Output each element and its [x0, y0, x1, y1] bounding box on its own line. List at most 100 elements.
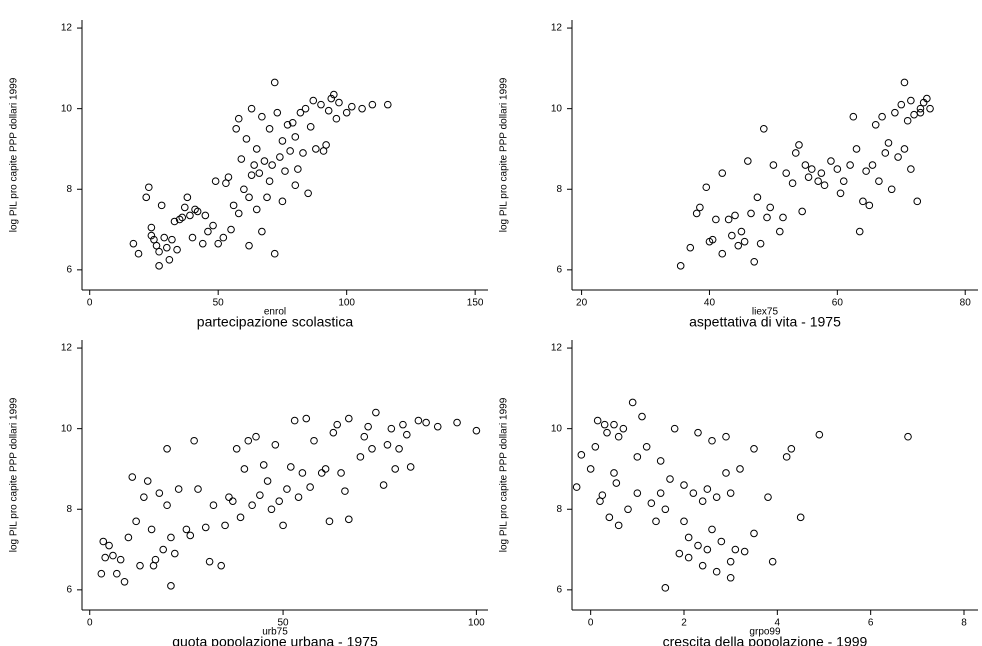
point — [782, 453, 791, 461]
point — [577, 451, 586, 459]
point — [747, 209, 755, 218]
x-tick-label: 50 — [278, 618, 290, 629]
point — [219, 233, 228, 242]
y-tick-label: 8 — [66, 184, 72, 195]
point — [753, 193, 762, 202]
x-axis-label: liex75 — [752, 307, 779, 318]
point — [756, 239, 765, 248]
point — [288, 118, 297, 127]
point — [101, 553, 109, 562]
point — [904, 432, 912, 441]
point — [245, 241, 253, 250]
point — [372, 408, 380, 417]
point — [887, 185, 896, 194]
point — [910, 110, 918, 119]
point — [750, 445, 758, 453]
point — [801, 161, 810, 169]
point — [168, 235, 176, 244]
point — [294, 493, 303, 501]
point — [204, 227, 212, 236]
point — [186, 211, 194, 220]
point — [162, 243, 171, 252]
point — [109, 551, 117, 560]
y-tick-label: 8 — [556, 184, 562, 195]
point — [358, 104, 366, 113]
point — [614, 521, 623, 530]
point — [383, 100, 392, 109]
point — [170, 217, 179, 226]
point — [712, 567, 721, 576]
point — [676, 262, 685, 270]
point — [383, 440, 392, 449]
point — [155, 262, 163, 270]
point — [265, 125, 274, 133]
point — [321, 465, 330, 473]
point — [387, 424, 396, 433]
point — [165, 255, 174, 264]
point — [286, 147, 294, 155]
point — [113, 569, 121, 578]
point — [900, 145, 909, 153]
y-tick-label: 10 — [61, 103, 73, 114]
point — [227, 225, 235, 234]
point — [849, 112, 858, 121]
point — [299, 149, 307, 157]
point — [414, 416, 423, 425]
point — [317, 469, 326, 477]
x-tick-label: 6 — [868, 618, 874, 629]
point — [198, 239, 207, 248]
y-axis-label: log PIL pro capite PPP dollari 1999 — [499, 397, 510, 552]
x-axis-label: grpo99 — [749, 627, 781, 638]
point — [171, 549, 179, 558]
point — [247, 171, 256, 179]
y-axis-label: log PIL pro capite PPP dollari 1999 — [9, 397, 20, 552]
point — [836, 189, 845, 198]
caption: partecipazione scolastica — [197, 314, 354, 330]
point — [155, 489, 164, 497]
point — [684, 553, 693, 562]
point — [248, 501, 256, 510]
y-tick-label: 12 — [551, 343, 563, 354]
point — [923, 94, 931, 103]
point — [670, 424, 679, 433]
point — [726, 573, 735, 582]
point — [345, 414, 353, 423]
point — [155, 247, 163, 256]
point — [345, 515, 353, 524]
x-tick-label: 60 — [832, 298, 844, 309]
point — [163, 501, 171, 510]
point — [167, 582, 175, 590]
point — [258, 227, 266, 236]
point — [722, 432, 730, 441]
point — [240, 465, 249, 473]
point — [610, 420, 618, 429]
point — [268, 161, 276, 169]
point — [702, 183, 711, 192]
point — [750, 257, 759, 266]
point — [633, 453, 642, 461]
point — [796, 513, 805, 522]
point — [675, 549, 684, 558]
point — [252, 205, 261, 214]
point — [306, 122, 315, 131]
y-tick-label: 12 — [61, 343, 73, 354]
point — [194, 485, 202, 493]
point — [298, 469, 307, 477]
point — [881, 149, 890, 157]
point — [129, 239, 138, 248]
caption: quota popolazione urbana - 1975 — [172, 634, 378, 646]
point — [309, 96, 318, 105]
point — [275, 497, 284, 505]
point — [116, 555, 125, 564]
point — [188, 233, 197, 242]
point — [322, 141, 330, 149]
y-tick-label: 8 — [556, 504, 562, 515]
point — [221, 521, 229, 530]
point — [236, 513, 245, 522]
point — [214, 239, 222, 248]
point — [689, 489, 698, 497]
point — [333, 420, 342, 429]
point — [167, 533, 175, 542]
point — [839, 177, 848, 185]
x-tick-label: 50 — [213, 298, 225, 309]
